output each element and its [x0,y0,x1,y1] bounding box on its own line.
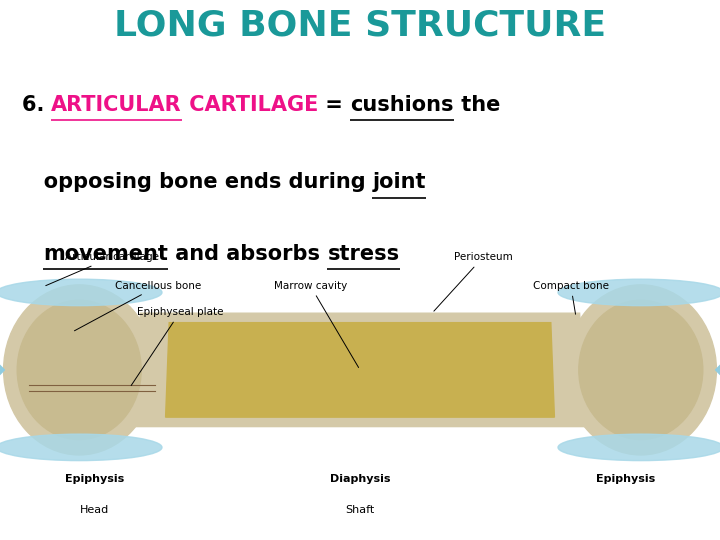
Text: Periosteum: Periosteum [434,252,513,311]
Text: – Instead of: – Instead of [22,315,194,335]
Ellipse shape [558,279,720,306]
Text: ARTICULAR: ARTICULAR [51,95,182,115]
FancyArrowPatch shape [716,314,720,426]
Ellipse shape [0,434,162,461]
Text: Marrow cavity: Marrow cavity [274,281,359,368]
Text: CARTILAGE: CARTILAGE [182,95,318,115]
Ellipse shape [4,285,155,455]
Text: movement: movement [43,244,168,264]
Text: Epiphyseal plate: Epiphyseal plate [131,307,223,386]
Text: Shaft: Shaft [346,504,374,515]
Ellipse shape [558,434,720,461]
Polygon shape [133,313,587,427]
Text: periosteum: periosteum [194,315,329,335]
Ellipse shape [565,285,716,455]
Text: Epiphysis: Epiphysis [595,474,655,484]
Ellipse shape [17,300,141,440]
Text: Cancellous bone: Cancellous bone [74,281,202,331]
Text: cushions: cushions [351,95,454,115]
Text: Diaphysis: Diaphysis [330,474,390,484]
Text: and absorbs: and absorbs [168,244,328,264]
Text: opposing bone ends during: opposing bone ends during [22,172,372,192]
FancyArrowPatch shape [0,314,4,426]
Text: Head: Head [80,504,109,515]
Polygon shape [166,322,554,417]
Text: Compact bone: Compact bone [533,281,609,314]
Text: 6.: 6. [22,95,51,115]
Text: Articular cartilage: Articular cartilage [46,252,159,286]
Text: joint: joint [372,172,426,192]
Text: LONG BONE STRUCTURE: LONG BONE STRUCTURE [114,9,606,43]
Text: Epiphysis: Epiphysis [65,474,125,484]
Text: stress: stress [328,244,400,264]
Ellipse shape [0,279,162,306]
Text: =: = [318,95,351,115]
Ellipse shape [579,300,703,440]
Text: the: the [454,95,500,115]
